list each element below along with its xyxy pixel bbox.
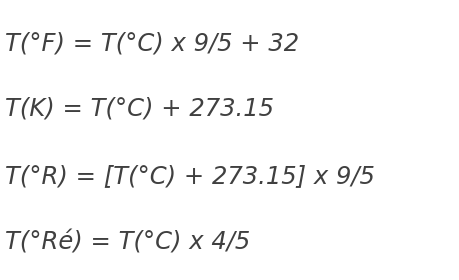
- Text: T(°R) = [T(°C) + 273.15] x 9/5: T(°R) = [T(°C) + 273.15] x 9/5: [5, 164, 374, 188]
- Text: T(K) = T(°C) + 273.15: T(K) = T(°C) + 273.15: [5, 96, 273, 120]
- Text: T(°Ré) = T(°C) x 4/5: T(°Ré) = T(°C) x 4/5: [5, 231, 249, 255]
- Text: T(°F) = T(°C) x 9/5 + 32: T(°F) = T(°C) x 9/5 + 32: [5, 32, 298, 56]
